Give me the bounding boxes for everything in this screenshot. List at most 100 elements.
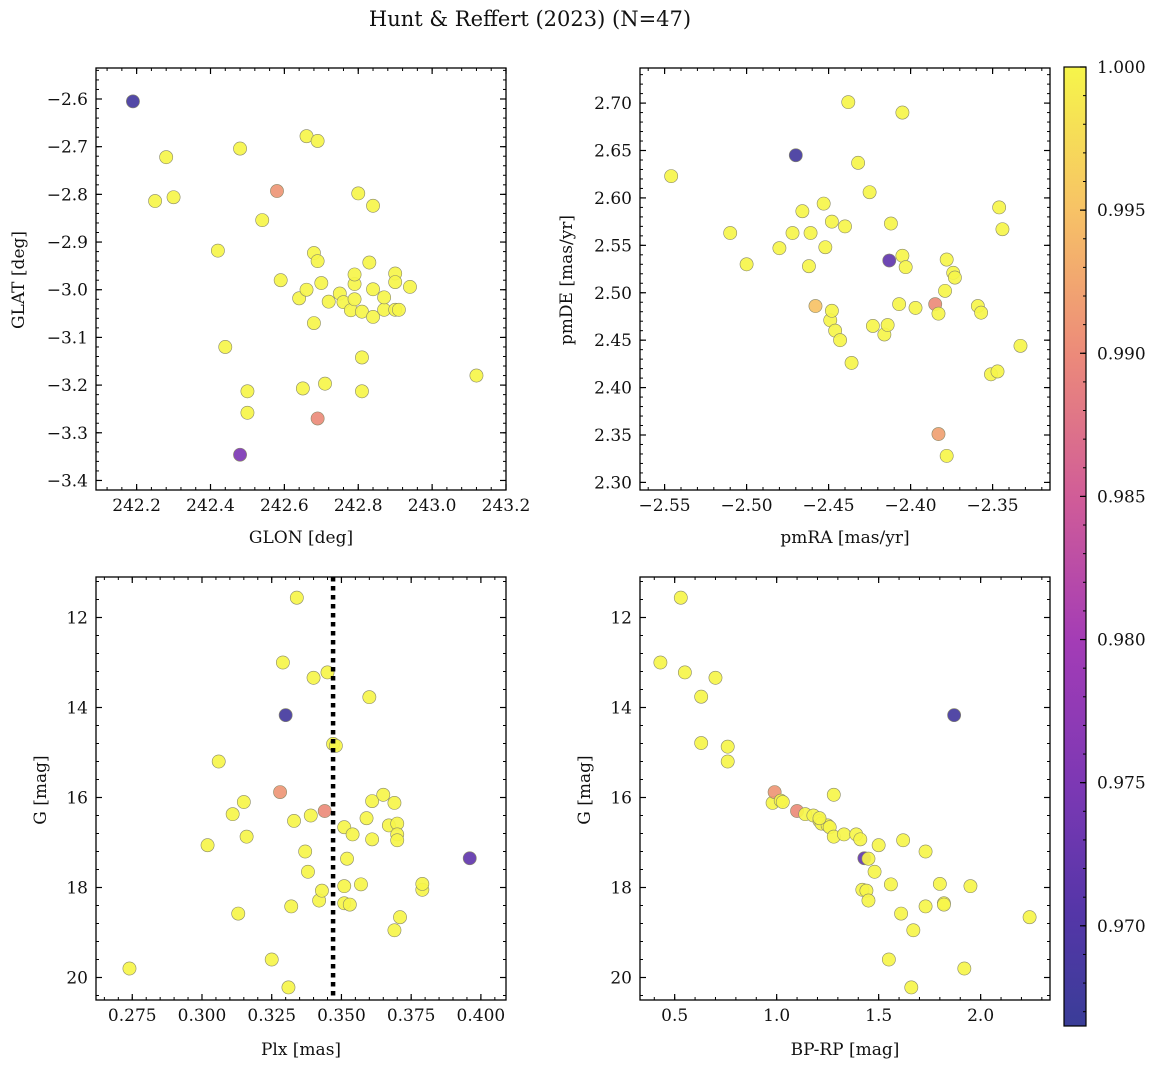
panel-bprp-g-xtick-label: 1.0: [763, 1006, 790, 1026]
panel-pmra-pmde-point: [844, 356, 859, 370]
panel-pmra-pmde-point: [838, 219, 852, 234]
panel-glon-glat-point: [355, 350, 369, 365]
panel-plx-g-point: [359, 811, 374, 826]
panel-glon-glat-point: [233, 447, 247, 462]
panel-glon-glat-point: [240, 384, 255, 399]
panel-plx-g-point: [315, 883, 329, 898]
panel-glon-glat-ylabel: GLAT [deg]: [9, 231, 29, 329]
panel-pmra-pmde-xtick-label: −2.55: [639, 496, 691, 516]
panel-bprp-g-xtick-label: 2.0: [967, 1006, 994, 1026]
panel-pmra-pmde-point: [990, 364, 1005, 379]
panel-bprp-g-point: [963, 879, 978, 894]
panel-pmra-pmde-point: [723, 226, 738, 240]
panel-bprp-g-point: [720, 739, 735, 754]
panel-glon-glat-ytick-label: −3.4: [47, 471, 88, 491]
panel-glon-glat-point: [403, 279, 417, 294]
panel-pmra-pmde-point: [862, 185, 877, 200]
panel-plx-g-xtick-label: 0.350: [317, 1006, 366, 1026]
panel-pmra-pmde-point: [795, 204, 810, 219]
panel-glon-glat-ytick-label: −2.7: [47, 138, 88, 158]
panel-bprp-g-point: [853, 832, 868, 847]
panel-glon-glat-xlabel: GLON [deg]: [249, 528, 353, 548]
panel-glon-glat-point: [210, 243, 225, 258]
colorbar-tick-label: 0.990: [1097, 344, 1146, 364]
panel-glon-glat-point: [218, 340, 233, 354]
panel-plx-g-point: [306, 670, 321, 685]
panel-bprp-g-ytick-label: 18: [610, 879, 632, 899]
panel-glon-glat-point: [233, 141, 247, 156]
panel-glon-glat-point: [295, 381, 310, 396]
panel-plx-g-ytick-label: 20: [66, 969, 88, 989]
panel-glon-glat-point: [310, 134, 325, 148]
panel-plx-g-point: [390, 833, 405, 848]
panel-glon-glat-point: [366, 198, 380, 213]
panel-glon-glat-xtick-label: 242.6: [260, 496, 309, 516]
panel-glon-glat-point: [347, 267, 362, 282]
panel-glon-glat-point: [355, 384, 369, 399]
panel-pmra-pmde-point: [772, 241, 787, 256]
panel-pmra-pmde-point: [931, 306, 946, 321]
panel-plx-g-point: [393, 910, 407, 925]
panel-pmra-pmde-point: [808, 299, 823, 313]
panel-plx-g-point: [317, 804, 332, 818]
panel-pmra-pmde-point: [892, 297, 907, 312]
colorbar-tick-label: 0.970: [1097, 917, 1146, 937]
panel-bprp-g-point: [906, 923, 921, 938]
panel-bprp-g-xtick-label: 1.5: [865, 1006, 892, 1026]
panel-pmra-pmde-point: [995, 222, 1010, 237]
panel-pmra-pmde-point: [824, 303, 839, 318]
colorbar-tick-label: 0.985: [1097, 487, 1146, 507]
panel-bprp-g-point: [881, 952, 896, 967]
panel-pmra-pmde-point: [851, 155, 866, 170]
panel-plx-g-point: [298, 844, 313, 859]
panel-glon-glat-point: [366, 282, 380, 297]
panel-bprp-g: BP-RP [mag] G [mag] 0.5 1.0 1.5 2.0 12 14 16 18…: [575, 576, 1051, 1060]
panel-glon-glat-point: [318, 376, 332, 391]
panel-glon-glat-point: [469, 368, 484, 383]
panel-plx-g-point: [365, 794, 380, 808]
panel-bprp-g-frame: [639, 576, 1051, 1001]
panel-pmra-pmde-ytick-label: 2.70: [594, 94, 632, 114]
panel-bprp-g-point: [957, 961, 972, 976]
panel-glon-glat-frame: [95, 67, 507, 491]
panel-pmra-pmde-point: [931, 427, 946, 441]
panel-pmra-pmde-point: [785, 226, 800, 240]
panel-bprp-g-point: [937, 897, 951, 912]
panel-glon-glat-point: [321, 294, 336, 309]
panel-plx-g-xtick-label: 0.400: [457, 1006, 506, 1026]
panel-plx-g-ytick-label: 14: [66, 699, 88, 719]
panel-plx-g-point: [340, 851, 354, 866]
panel-bprp-g-point: [826, 787, 841, 802]
panel-pmra-pmde-ytick-label: 2.60: [594, 189, 632, 209]
panel-bprp-g-point: [708, 670, 723, 685]
panel-glon-glat-point: [366, 310, 380, 324]
panel-pmra-pmde-point: [884, 216, 898, 231]
panel-bprp-g-point: [677, 665, 692, 680]
panel-pmra-pmde-point: [880, 318, 895, 332]
panel-glon-glat-ytick-label: −3.3: [47, 424, 88, 444]
panel-pmra-pmde-point: [818, 240, 833, 255]
panel-bprp-g-point: [947, 708, 962, 723]
panel-glon-glat-point: [310, 254, 325, 269]
panel-bprp-g-xtick-label: 0.5: [661, 1006, 688, 1026]
panel-plx-g-xlabel: Plx [mas]: [261, 1040, 341, 1060]
panel-glon-glat-point: [299, 282, 314, 297]
panel-pmra-pmde-ytick-label: 2.30: [594, 473, 632, 493]
panel-plx-g-frame: [95, 576, 507, 1001]
panel-plx-g-point: [239, 829, 254, 844]
panel-glon-glat-xtick-label: 243.2: [482, 496, 531, 516]
panel-pmra-pmde-ylabel: pmDE [mas/yr]: [557, 215, 577, 345]
panel-pmra-pmde-point: [947, 270, 962, 285]
panel-plx-g-point: [303, 808, 318, 823]
panel-bprp-g-ytick-label: 14: [610, 699, 632, 719]
panel-glon-glat-xtick-label: 242.8: [334, 496, 383, 516]
panel-pmra-pmde: pmRA [mas/yr] pmDE [mas/yr] −2.55 −2.50 −2…: [557, 67, 1051, 548]
panel-bprp-g-xlabel: BP-RP [mag]: [791, 1040, 900, 1060]
panel-plx-g-point: [387, 796, 402, 810]
panel-plx-g-point: [278, 708, 293, 723]
panel-plx-g-point: [264, 952, 279, 967]
panel-glon-glat-point: [347, 292, 362, 307]
panel-plx-g-ylabel: G [mag]: [31, 755, 51, 824]
panel-glon-glat-point: [362, 255, 377, 270]
panel-glon-glat: GLON [deg] GLAT [deg] 242.2 242.4 242.6 242…: [9, 67, 531, 548]
